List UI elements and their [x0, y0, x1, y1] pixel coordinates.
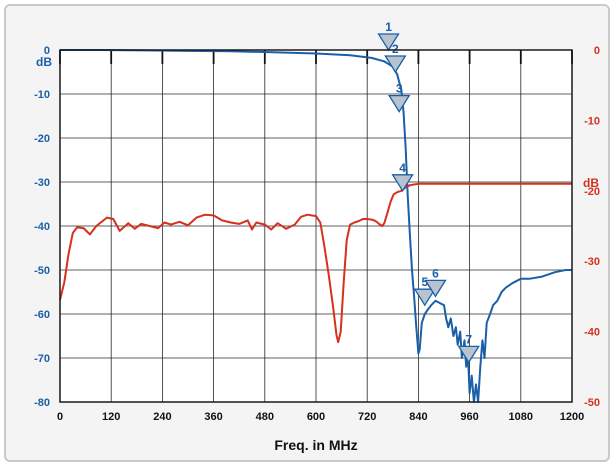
x-tick-label: 600: [307, 411, 325, 423]
y-left-tick-label: -40: [34, 221, 50, 233]
marker-triangle: [424, 279, 447, 298]
marker-label: 2: [392, 42, 399, 56]
x-tick-label: 0: [57, 411, 63, 423]
y-left-tick-label: -70: [34, 353, 50, 365]
marker-label: 1: [385, 20, 392, 34]
y-left-tick-label: 0: [44, 45, 50, 57]
y-left-tick-label: -30: [34, 177, 50, 189]
x-tick-label: 720: [358, 411, 376, 423]
grid-lines: [59, 50, 573, 402]
x-tick-label: 1080: [509, 411, 533, 423]
marker-label: 3: [396, 82, 403, 96]
y-left-tick-label: -10: [34, 89, 50, 101]
y-right-tick-label: -50: [584, 397, 600, 409]
y-left-tick-label: -60: [34, 309, 50, 321]
plot-border: [59, 49, 573, 403]
y-right-tick-label: -10: [584, 115, 600, 127]
marker-label: 5: [421, 275, 428, 289]
x-axis-label: Freq. in MHz: [274, 437, 357, 453]
x-tick-label: 960: [460, 411, 478, 423]
x-tick-label: 360: [204, 411, 222, 423]
marker-triangle: [377, 33, 400, 52]
x-tick-label: 480: [256, 411, 274, 423]
y-left-tick-label: -20: [34, 133, 50, 145]
tick-labels: 0 120 240 360 480 600 720 840 960 1080 12000-10-20…: [34, 45, 600, 423]
x-tick-label: 240: [153, 411, 171, 423]
x-tick-label: 120: [102, 411, 120, 423]
marker-label: 6: [432, 266, 439, 280]
y-right-tick-label: 0: [594, 45, 600, 57]
y-left-tick-label: -80: [34, 397, 50, 409]
y-right-tick-label: -40: [584, 327, 600, 339]
y-left-tick-label: -50: [34, 265, 50, 277]
left-axis-unit: dB: [36, 55, 52, 69]
y-right-tick-label: -30: [584, 256, 600, 268]
x-tick-label: 1200: [560, 411, 584, 423]
marker-label: 4: [399, 161, 406, 175]
y-right-tick-label: -20: [584, 186, 600, 198]
marker-triangle: [384, 55, 407, 74]
series-line-red: [59, 182, 572, 344]
marker-triangle: [391, 174, 414, 193]
x-tick-label: 840: [409, 411, 427, 423]
marker-label: 7: [465, 332, 472, 346]
marker-triangle: [388, 94, 411, 113]
marker-triangle: [457, 345, 480, 364]
right-axis-unit: dB: [583, 176, 599, 190]
marker-triangle: [413, 288, 436, 307]
